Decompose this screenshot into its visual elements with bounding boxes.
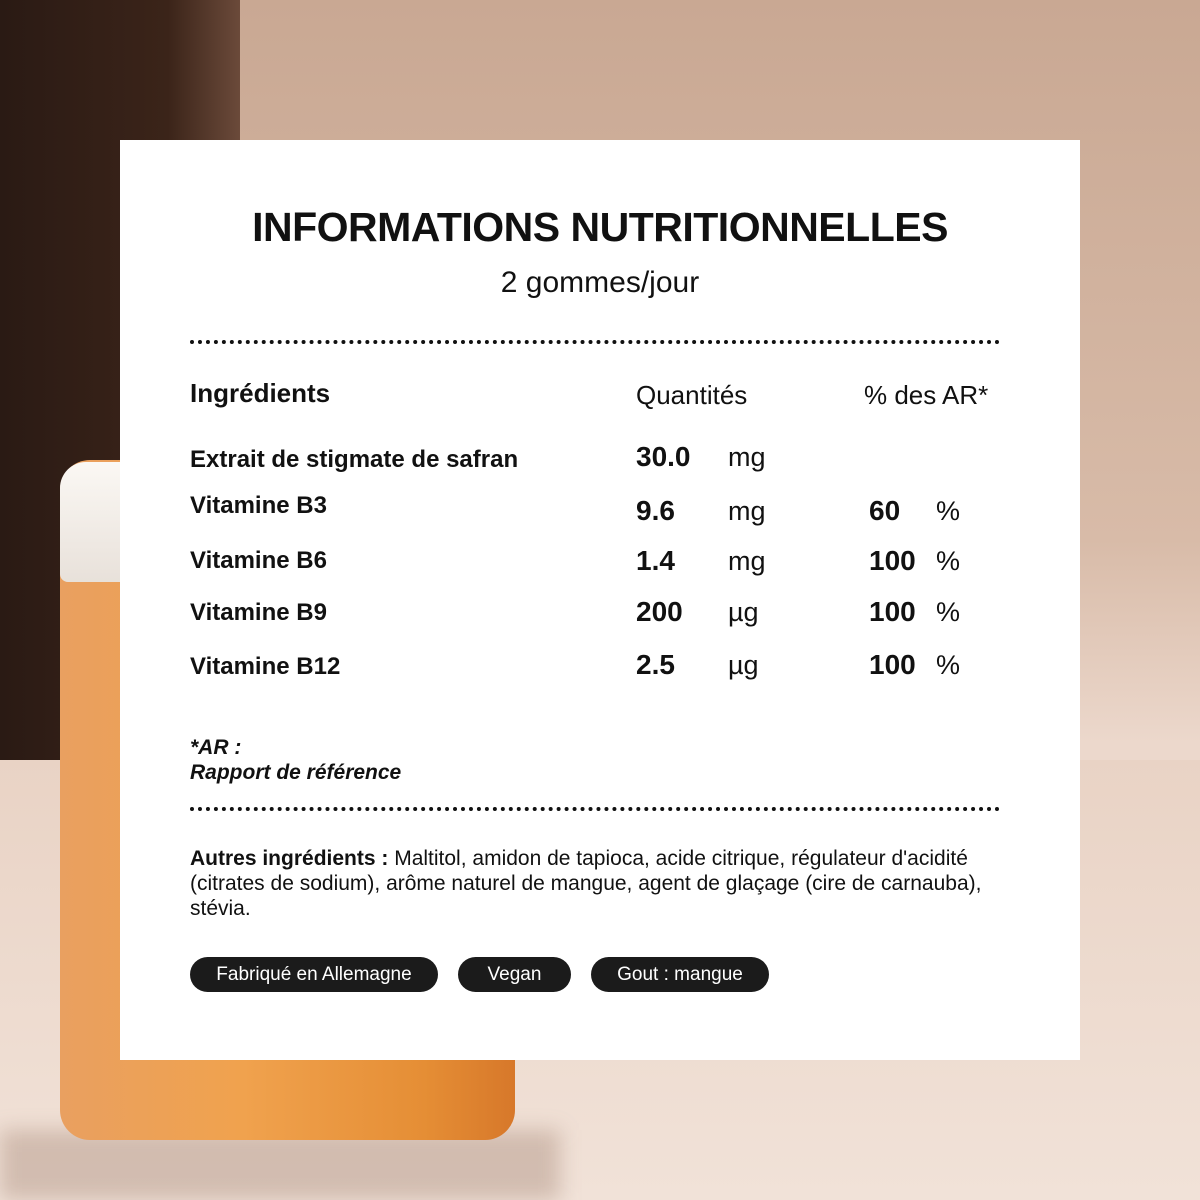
quantity-value: 1.4	[636, 545, 675, 576]
dotted-divider	[190, 807, 1000, 811]
other-ingredients-text: Maltitol, amidon de tapioca, acide citri…	[190, 847, 982, 920]
header-quantities: Quantités	[636, 380, 748, 410]
other-ingredients: Autres ingrédients : Maltitol, amidon de…	[190, 846, 1000, 921]
ar-percent: 100	[869, 649, 916, 680]
ingredient-name: Vitamine B3	[190, 492, 327, 519]
quantity-value: 9.6	[636, 495, 675, 526]
footnote-abbr: *AR :	[190, 736, 242, 759]
header-ingredients: Ingrédients	[190, 378, 331, 408]
ar-percent-sign: %	[936, 597, 961, 627]
ingredient-name: Vitamine B6	[190, 547, 327, 574]
quantity-unit: µg	[728, 650, 759, 680]
quantity-value: 2.5	[636, 649, 675, 680]
quantity-value: 30.0	[636, 441, 691, 472]
badge-made-in-germany: Fabriqué en Allemagne	[190, 957, 438, 992]
page-title: INFORMATIONS NUTRITIONNELLES	[252, 204, 948, 250]
ar-percent-sign: %	[936, 650, 961, 680]
ingredient-name: Vitamine B12	[190, 653, 341, 680]
ar-percent: 100	[869, 596, 916, 627]
ar-percent-sign: %	[936, 496, 961, 526]
dotted-divider	[190, 340, 1000, 344]
ingredient-name: Vitamine B9	[190, 599, 327, 626]
quantity-value: 200	[636, 596, 683, 627]
ar-percent: 100	[869, 545, 916, 576]
ar-percent: 60	[869, 495, 901, 526]
badge-vegan: Vegan	[458, 957, 571, 992]
quantity-unit: mg	[728, 442, 766, 472]
other-ingredients-label: Autres ingrédients :	[190, 847, 389, 870]
quantity-unit: mg	[728, 546, 766, 576]
dosage-subtitle: 2 gommes/jour	[500, 266, 700, 299]
quantity-unit: mg	[728, 496, 766, 526]
footnote-definition: Rapport de référence	[190, 761, 402, 784]
header-ar: % des AR*	[864, 380, 989, 410]
ingredient-name: Extrait de stigmate de safran	[190, 446, 519, 473]
quantity-unit: µg	[728, 597, 759, 627]
jar-shadow	[0, 1130, 560, 1200]
badge-flavor: Gout : mangue	[591, 957, 769, 992]
ar-percent-sign: %	[936, 546, 961, 576]
nutrition-card: INFORMATIONS NUTRITIONNELLES 2 gommes/jo…	[120, 140, 1080, 1060]
